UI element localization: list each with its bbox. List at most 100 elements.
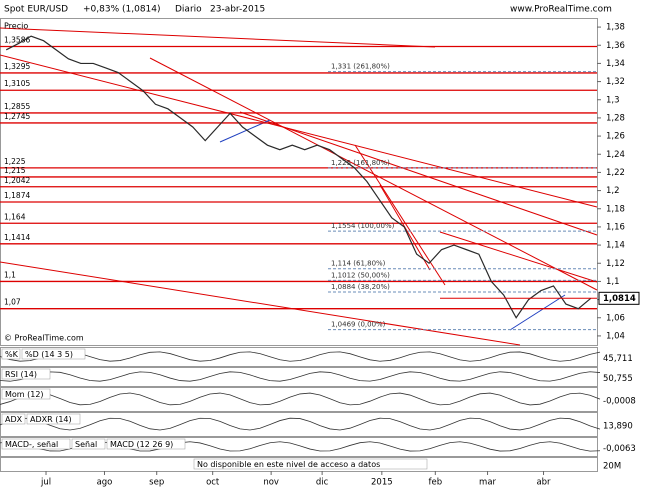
x-tick-label: mar xyxy=(479,478,496,488)
y-tick-label: 1,1 xyxy=(606,277,620,287)
date: 23-abr-2015 xyxy=(210,5,265,15)
panel-label: ADX xyxy=(5,415,23,424)
panel-label: MACD-, señal xyxy=(5,440,58,449)
y-tick-label: 1,16 xyxy=(606,222,625,232)
level-label: 1,164 xyxy=(4,212,26,221)
panel-label: Señal xyxy=(75,440,97,449)
last-price-label: 1,0814 xyxy=(603,294,636,304)
y-label: Precio xyxy=(4,22,28,31)
level-label: 1,3586 xyxy=(4,36,30,45)
title: Spot EUR/USD xyxy=(4,5,68,15)
panel-label-box xyxy=(71,438,106,450)
y-tick-label: 1,14 xyxy=(606,241,625,251)
panel-value: 20M xyxy=(603,462,621,472)
trendline xyxy=(239,111,598,236)
support-line xyxy=(219,119,271,143)
copyright: © ProRealTime.com xyxy=(4,334,84,343)
panel-label-box xyxy=(1,348,21,360)
x-tick-label: dic xyxy=(316,478,329,488)
y-tick-label: 1,28 xyxy=(606,113,625,123)
level-label: 1,1874 xyxy=(4,191,30,200)
x-tick-label: oct xyxy=(206,478,220,488)
panel-label-box xyxy=(21,348,86,360)
level-label: 1,07 xyxy=(4,298,21,307)
y-tick-label: 1,34 xyxy=(606,59,625,69)
fib-label: 1,331 (261,80%) xyxy=(331,63,390,71)
panel-label-box xyxy=(1,438,71,450)
y-tick-label: 1,3 xyxy=(606,95,620,105)
y-tick-label: 1,12 xyxy=(606,259,625,269)
panel-label-box xyxy=(193,458,428,470)
panel-label: Mom (12) xyxy=(5,390,44,399)
panel-label: MACD (12 26 9) xyxy=(110,440,173,449)
trendline xyxy=(439,231,598,283)
level-label: 1,2855 xyxy=(4,102,30,111)
y-tick-label: 1,32 xyxy=(606,77,625,87)
y-tick-label: 1,06 xyxy=(606,313,625,323)
website: www.ProRealTime.com xyxy=(510,5,612,15)
panel-label: %K xyxy=(5,350,19,359)
level-label: 1,3105 xyxy=(4,79,30,88)
level-label: 1,2745 xyxy=(4,112,30,121)
panel-value: 13,890 xyxy=(603,422,633,432)
x-tick-label: nov xyxy=(263,478,279,488)
panel-value: -0,0063 xyxy=(603,444,636,454)
panel-label-box xyxy=(1,368,51,380)
fib-label: 1,225 (161,80%) xyxy=(331,159,390,167)
y-tick-label: 1,36 xyxy=(606,41,625,51)
fib-label: 1,0884 (38,20%) xyxy=(331,283,390,291)
fib-label: 1,1012 (50,00%) xyxy=(331,271,390,279)
indicator-line xyxy=(0,371,601,382)
panel-label: ADXR (14) xyxy=(30,415,72,424)
panel-label-box xyxy=(26,413,81,425)
x-tick-label: abr xyxy=(536,478,551,488)
change: +0,83% (1,0814) xyxy=(83,5,161,15)
price-line xyxy=(5,35,592,319)
indicator-line xyxy=(0,417,601,431)
support-lines xyxy=(219,119,566,331)
x-tick-label: sep xyxy=(149,478,164,488)
x-tick-label: ago xyxy=(97,478,113,488)
fib-label: 1,0469 (0,00%) xyxy=(331,321,386,329)
panel-frame xyxy=(0,387,598,412)
y-tick-label: 1,18 xyxy=(606,204,625,214)
x-tick-label: jul xyxy=(40,478,51,488)
y-tick-label: 1,26 xyxy=(606,132,625,142)
level-label: 1,3295 xyxy=(4,62,30,71)
level-label: 1,1 xyxy=(4,270,16,279)
x-tick-label: 2015 xyxy=(371,478,393,488)
level-label: 1,2042 xyxy=(4,176,30,185)
fib-label: 1,1554 (100,00%) xyxy=(331,222,395,230)
y-tick-label: 1,2 xyxy=(606,186,620,196)
indicator-panels: %K %D (14 3 5) 45,711 RSI (14) 50,755 Mom (12… xyxy=(0,347,636,472)
main-frame xyxy=(0,18,598,346)
x-tick-label: feb xyxy=(429,478,443,488)
y-tick-label: 1,24 xyxy=(606,150,625,160)
trendline xyxy=(0,261,521,346)
panel-value: 45,711 xyxy=(603,354,633,364)
last-price-box xyxy=(598,291,640,305)
panel-value: -0,0008 xyxy=(603,397,636,407)
panel-label: No disponible en este nivel de acceso a … xyxy=(197,460,380,469)
support-line xyxy=(509,294,566,331)
panel-frame xyxy=(0,412,598,437)
fib-label: 1,114 (61,80%) xyxy=(331,260,386,268)
period: Diario xyxy=(175,5,202,15)
level-label: 1,225 xyxy=(4,157,26,166)
panel-value: 50,755 xyxy=(603,374,633,384)
level-label: 1,1414 xyxy=(4,233,30,242)
trendline xyxy=(0,27,436,48)
indicator-line xyxy=(0,392,601,406)
y-tick-label: 1,04 xyxy=(606,331,625,341)
y-tick-label: 1,38 xyxy=(606,23,625,33)
trendline xyxy=(0,54,598,208)
panel-label: %D (14 3 5) xyxy=(25,350,73,359)
panel-label-box xyxy=(1,413,26,425)
indicator-line xyxy=(0,351,601,362)
level-label: 1,215 xyxy=(4,166,26,175)
panel-label-box xyxy=(1,388,51,400)
panel-label-box xyxy=(106,438,186,450)
panel-label: RSI (14) xyxy=(5,370,37,379)
y-tick-label: 1,22 xyxy=(606,168,625,178)
